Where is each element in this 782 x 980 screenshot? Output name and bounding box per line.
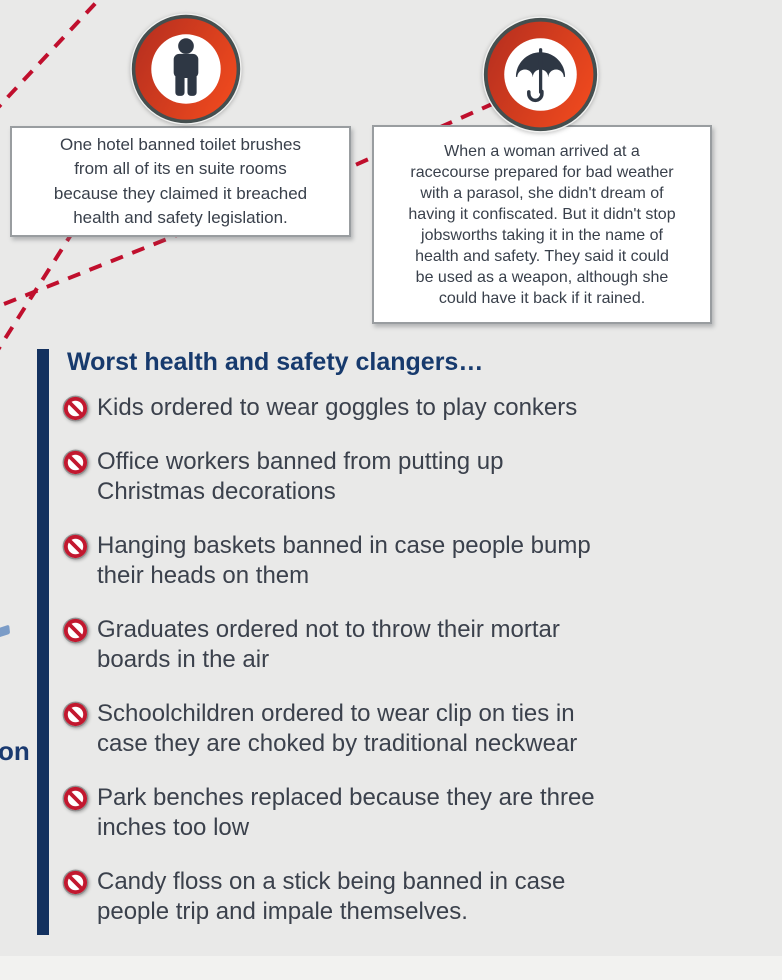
list-item: Office workers banned from putting up Ch… — [62, 447, 749, 507]
person-icon — [130, 13, 242, 125]
no-entry-icon — [62, 617, 89, 644]
no-entry-icon — [62, 533, 89, 560]
list-item-text: Kids ordered to wear goggles to play con… — [97, 394, 578, 421]
dashed-line-top-left — [0, 0, 102, 109]
caption-box-parasol: When a woman arrived at a racecourse pre… — [372, 125, 712, 324]
section-accent-bar — [37, 349, 49, 935]
list-item-text: Candy floss on a stick being banned in c… — [97, 868, 566, 925]
list-item: Park benches replaced because they are t… — [62, 783, 749, 843]
no-entry-icon — [62, 449, 89, 476]
section-heading: Worst health and safety clangers… — [67, 348, 484, 376]
bottom-edge-strip — [0, 956, 782, 980]
caption-text: When a woman arrived at a racecourse pre… — [408, 142, 676, 307]
list-item-text: Graduates ordered not to throw their mor… — [97, 616, 560, 673]
list-item: Hanging baskets banned in case people bu… — [62, 531, 749, 591]
dashed-line-steep — [0, 228, 76, 351]
caption-box-toilet-brushes: One hotel banned toilet brushes from all… — [10, 126, 351, 237]
list-item-text: Hanging baskets banned in case people bu… — [97, 532, 591, 589]
clangers-section: Worst health and safety clangers… Kids o… — [37, 347, 749, 935]
list-item: Graduates ordered not to throw their mor… — [62, 615, 749, 675]
list-item-text: Office workers banned from putting up Ch… — [97, 448, 504, 505]
no-person-sign — [130, 13, 242, 125]
no-entry-icon — [62, 785, 89, 812]
list-item-text: Schoolchildren ordered to wear clip on t… — [97, 700, 578, 757]
list-item-text: Park benches replaced because they are t… — [97, 784, 595, 841]
caption-text: One hotel banned toilet brushes from all… — [53, 134, 308, 228]
no-entry-icon — [62, 869, 89, 896]
dashed-line-shallow — [0, 229, 188, 308]
umbrella-icon — [482, 16, 599, 133]
cropped-left-word: on — [0, 736, 30, 766]
list-item: Candy floss on a stick being banned in c… — [62, 867, 749, 927]
list-item: Kids ordered to wear goggles to play con… — [62, 393, 749, 423]
list-item: Schoolchildren ordered to wear clip on t… — [62, 699, 749, 759]
clangers-list: Kids ordered to wear goggles to play con… — [62, 393, 749, 927]
no-umbrella-sign — [482, 16, 599, 133]
no-entry-icon — [62, 701, 89, 728]
no-entry-icon — [62, 395, 89, 422]
